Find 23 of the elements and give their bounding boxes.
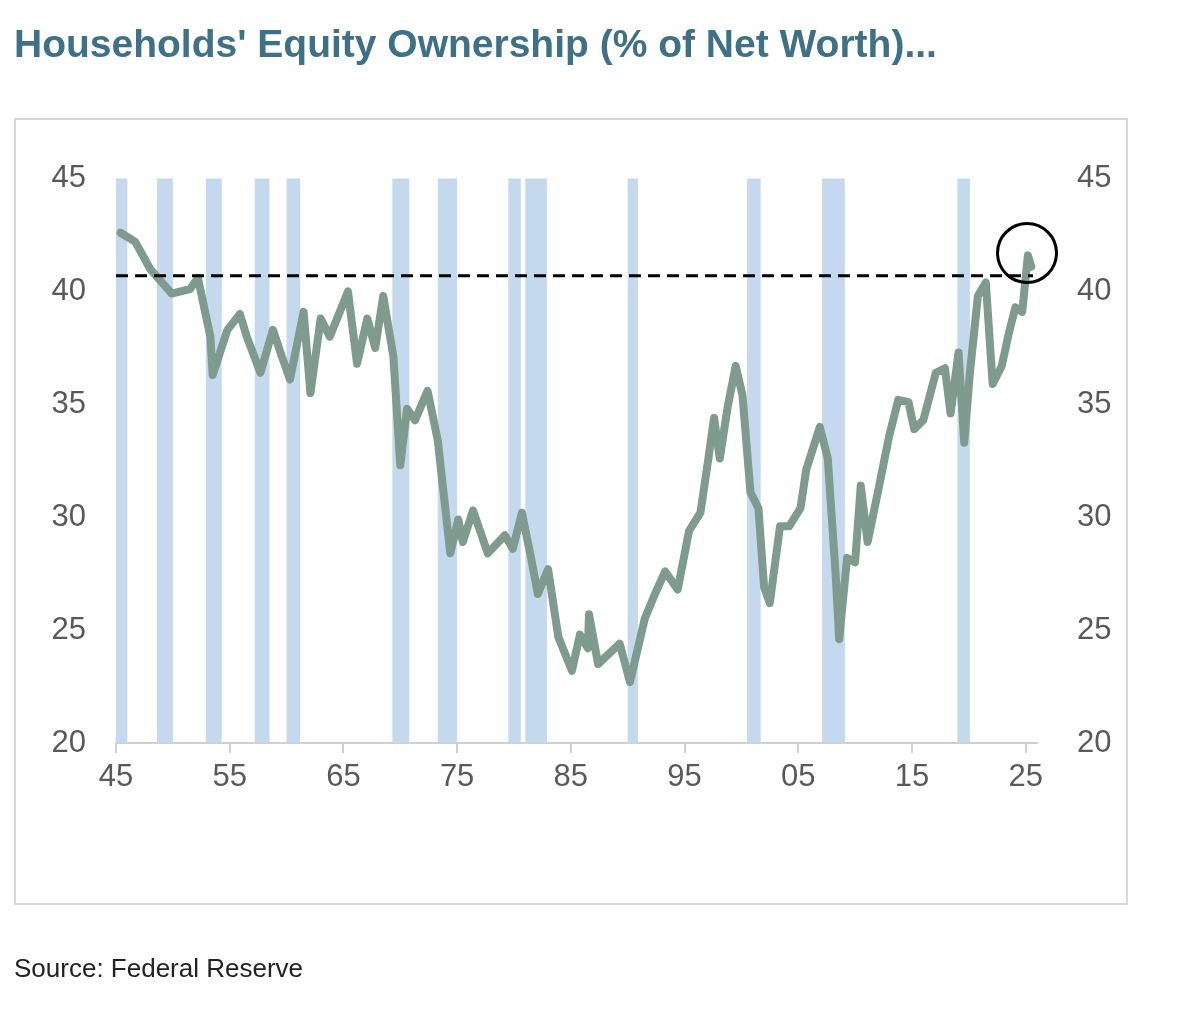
x-tick-label: 25 [1008, 758, 1043, 794]
y-tick-label: 35 [51, 384, 86, 420]
y-tick-label: 25 [51, 610, 86, 646]
y2-tick-label: 30 [1077, 497, 1112, 533]
x-tick-label: 65 [326, 758, 361, 794]
y2-tick-label: 45 [1077, 159, 1112, 195]
x-tick-label: 15 [894, 758, 930, 794]
y2-tick-label: 40 [1077, 272, 1112, 308]
y-tick-label: 45 [51, 159, 86, 195]
x-tick-label: 05 [780, 758, 816, 794]
y-tick-label: 40 [51, 272, 86, 308]
y2-tick-label: 35 [1077, 384, 1112, 420]
x-tick-label: 95 [667, 758, 702, 794]
y-tick-label: 20 [51, 723, 86, 759]
y2-tick-label: 20 [1077, 723, 1112, 759]
x-tick-label: 85 [553, 758, 589, 794]
x-tick-label: 45 [98, 758, 134, 794]
x-tick-label: 55 [212, 758, 247, 794]
y-tick-label: 30 [51, 497, 86, 533]
y2-tick-label: 25 [1077, 610, 1112, 646]
chart-title: Households' Equity Ownership (% of Net Worth)... [14, 22, 937, 66]
x-tick-label: 75 [439, 758, 475, 794]
source-note: Source: Federal Reserve [14, 953, 304, 984]
